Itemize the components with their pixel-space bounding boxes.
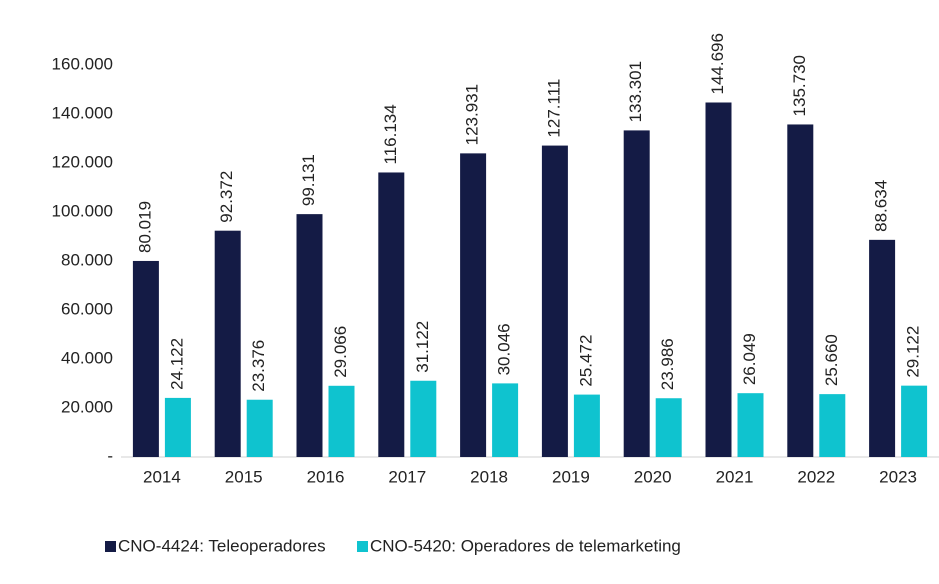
legend-swatch: [105, 541, 116, 552]
bar: [460, 153, 487, 457]
value-label: 99.131: [299, 154, 318, 206]
value-label: 30.046: [495, 323, 514, 375]
value-label: 29.122: [904, 326, 923, 378]
y-tick-label: 140.000: [52, 103, 113, 122]
bar: [623, 130, 650, 458]
value-label: 23.986: [658, 338, 677, 390]
value-label: 80.019: [135, 201, 154, 253]
bar: [246, 399, 273, 457]
bar: [132, 260, 159, 457]
legend-label: CNO-5420: Operadores de telemarketing: [370, 536, 681, 555]
y-tick-label: -: [107, 446, 113, 465]
bar: [492, 383, 519, 457]
x-tick-label: 2015: [225, 467, 263, 486]
y-tick-label: 100.000: [52, 201, 113, 220]
value-label: 116.134: [381, 104, 400, 164]
value-label: 123.931: [463, 84, 482, 145]
legend-label: CNO-4424: Teleoperadores: [118, 536, 326, 555]
bar: [737, 393, 764, 457]
value-label: 24.122: [167, 338, 186, 390]
y-tick-label: 60.000: [61, 299, 113, 318]
bar: [378, 172, 405, 458]
bar: [328, 385, 355, 457]
value-label: 29.066: [331, 326, 350, 378]
x-tick-label: 2020: [634, 467, 672, 486]
value-label: 23.376: [249, 340, 268, 392]
y-tick-label: 40.000: [61, 348, 113, 367]
x-tick-label: 2021: [716, 467, 754, 486]
y-tick-label: 80.000: [61, 250, 113, 269]
bar: [296, 214, 323, 457]
y-tick-label: 20.000: [61, 397, 113, 416]
value-label: 26.049: [740, 333, 759, 385]
value-label: 25.660: [822, 334, 841, 386]
value-label: 88.634: [872, 180, 891, 232]
bar: [705, 102, 732, 457]
x-tick-label: 2022: [797, 467, 835, 486]
x-tick-label: 2019: [552, 467, 590, 486]
value-label: 92.372: [217, 171, 236, 223]
bar: [164, 397, 191, 457]
x-tick-label: 2018: [470, 467, 508, 486]
y-tick-label: 120.000: [52, 152, 113, 171]
value-label: 31.122: [413, 321, 432, 373]
bar: [573, 394, 600, 457]
value-label: 133.301: [626, 61, 645, 122]
bar: [655, 398, 682, 457]
x-tick-label: 2023: [879, 467, 917, 486]
x-tick-label: 2017: [388, 467, 426, 486]
value-label: 127.111: [544, 79, 563, 138]
bar: [214, 230, 241, 457]
value-label: 25.472: [576, 335, 595, 387]
bar: [787, 124, 814, 458]
x-tick-label: 2014: [143, 467, 181, 486]
bar: [901, 385, 928, 457]
bar: [819, 394, 846, 457]
bar: [869, 239, 896, 457]
bar: [541, 145, 568, 457]
value-label: 135.730: [790, 55, 809, 116]
value-label: 144.696: [708, 33, 727, 94]
legend-swatch: [357, 541, 368, 552]
x-tick-label: 2016: [307, 467, 345, 486]
bar: [410, 380, 437, 457]
y-tick-label: 160.000: [52, 54, 113, 73]
